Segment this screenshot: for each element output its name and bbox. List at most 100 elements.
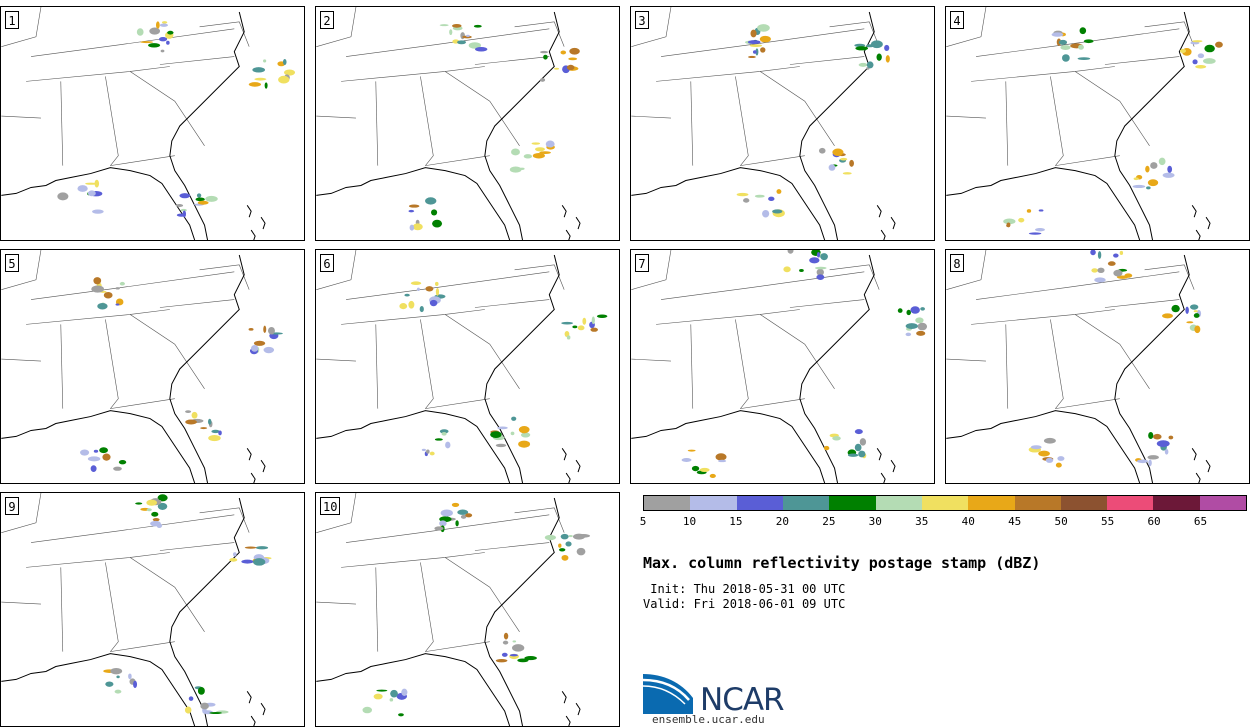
- reflectivity-cell: [755, 48, 759, 56]
- reflectivity-cell: [209, 712, 222, 715]
- reflectivity-cell: [416, 287, 420, 291]
- island: [561, 448, 567, 461]
- reflectivity-cell: [561, 554, 569, 561]
- reflectivity-cell: [208, 418, 212, 425]
- reflectivity-cell: [849, 159, 854, 167]
- reflectivity-cell: [1193, 313, 1200, 318]
- state-boundary: [789, 56, 865, 65]
- state-boundary: [514, 264, 565, 290]
- reflectivity-cell: [760, 47, 766, 53]
- state-boundary: [26, 309, 170, 325]
- state-boundary: [760, 314, 835, 389]
- reflectivity-cell: [241, 559, 254, 564]
- reflectivity-cell: [568, 57, 578, 61]
- reflectivity-cell: [885, 55, 890, 63]
- reflectivity-cell: [435, 287, 440, 296]
- state-boundary: [829, 21, 880, 47]
- reflectivity-cell: [80, 449, 90, 456]
- state-boundary: [1005, 324, 1009, 409]
- reflectivity-cell: [1195, 65, 1207, 69]
- state-boundary: [60, 324, 64, 409]
- state-boundary: [420, 76, 434, 166]
- reflectivity-cell: [185, 410, 192, 414]
- state-boundary: [199, 507, 250, 533]
- state-boundary: [760, 71, 835, 146]
- island: [1195, 472, 1201, 483]
- reflectivity-cell: [1097, 251, 1102, 259]
- init-time: Init: Thu 2018-05-31 00 UTC: [643, 582, 846, 596]
- reflectivity-cell: [816, 251, 821, 258]
- state-boundary: [656, 66, 800, 82]
- reflectivity-cell: [248, 328, 254, 331]
- colorbar-tick-label: 50: [1054, 515, 1068, 528]
- reflectivity-cell: [419, 306, 424, 313]
- reflectivity-cell: [135, 502, 143, 505]
- reflectivity-cell: [208, 435, 221, 442]
- reflectivity-cell: [544, 534, 557, 541]
- reflectivity-cell: [113, 466, 122, 471]
- island: [575, 216, 581, 230]
- reflectivity-cell: [915, 317, 924, 324]
- reflectivity-cell: [495, 658, 508, 663]
- map-panel: 9: [0, 492, 305, 727]
- reflectivity-cell: [509, 654, 518, 657]
- state-boundary: [1, 115, 41, 119]
- reflectivity-cell: [116, 675, 120, 679]
- coastline: [946, 11, 1190, 240]
- state-boundary: [60, 81, 64, 166]
- coastline: [316, 497, 560, 726]
- reflectivity-cell: [847, 453, 859, 457]
- reflectivity-cell: [253, 340, 266, 346]
- southeast-us-map: [1, 250, 283, 483]
- colorbar-swatch: [1153, 496, 1200, 510]
- reflectivity-cell: [158, 496, 163, 501]
- reflectivity-cell: [159, 23, 168, 27]
- reflectivity-cell: [149, 27, 161, 35]
- island: [250, 229, 256, 240]
- reflectivity-cell: [278, 75, 290, 84]
- reflectivity-cell: [736, 192, 749, 197]
- state-boundary: [159, 56, 235, 65]
- reflectivity-cell: [1083, 39, 1094, 44]
- state-boundary: [425, 155, 490, 166]
- reflectivity-cell: [1147, 179, 1159, 187]
- reflectivity-cell: [441, 432, 447, 436]
- reflectivity-cell: [175, 204, 184, 207]
- map-panel: 6: [315, 249, 620, 484]
- reflectivity-cell: [195, 197, 205, 202]
- coastline: [316, 254, 560, 483]
- reflectivity-cell: [140, 41, 153, 44]
- island: [1195, 229, 1201, 240]
- reflectivity-cell: [718, 459, 727, 463]
- reflectivity-cell: [681, 458, 692, 462]
- state-boundary: [1005, 81, 1009, 166]
- colorbar-tick-label: 15: [729, 515, 743, 528]
- reflectivity-cell: [180, 208, 187, 212]
- reflectivity-cell: [146, 508, 152, 512]
- reflectivity-cell: [523, 154, 533, 159]
- reflectivity-cell: [1133, 177, 1139, 181]
- reflectivity-cell: [1162, 313, 1173, 319]
- reflectivity-cell: [1077, 57, 1091, 61]
- reflectivity-cell: [390, 689, 398, 698]
- colorbar-tick-label: 60: [1147, 515, 1161, 528]
- map-panel: 4: [945, 6, 1250, 241]
- state-boundary: [514, 21, 565, 47]
- island: [246, 205, 252, 218]
- reflectivity-cell: [520, 432, 531, 438]
- reflectivity-cell: [582, 317, 587, 325]
- state-boundary: [110, 641, 175, 652]
- reflectivity-cell: [439, 24, 449, 27]
- reflectivity-cell: [858, 450, 866, 458]
- state-boundary: [946, 7, 987, 47]
- reflectivity-cell: [188, 696, 194, 701]
- state-boundary: [1055, 155, 1120, 166]
- reflectivity-cell: [457, 509, 469, 515]
- state-boundary: [316, 493, 357, 533]
- reflectivity-cell: [560, 533, 569, 540]
- reflectivity-cell: [389, 698, 394, 702]
- reflectivity-cell: [1026, 209, 1032, 213]
- state-boundary: [789, 299, 865, 308]
- reflectivity-cell: [1058, 39, 1068, 45]
- panel-number: 2: [320, 11, 334, 29]
